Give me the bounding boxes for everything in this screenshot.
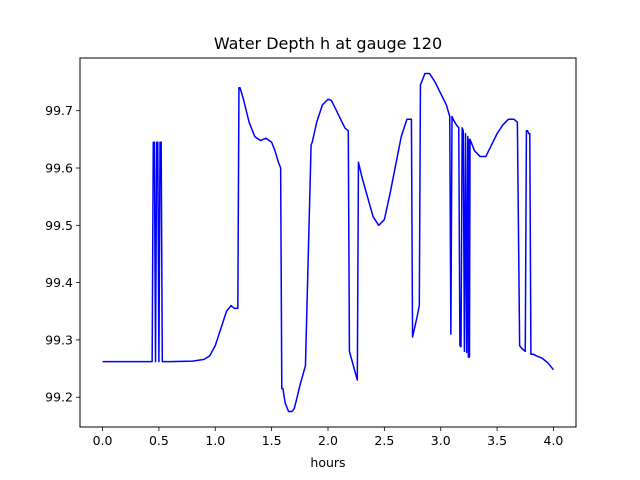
x-tick-label: 0.0 — [93, 433, 113, 448]
plot-area — [102, 72, 555, 413]
x-axis-label: hours — [310, 455, 345, 470]
y-axis: 99.2 99.3 99.4 99.5 99.6 99.7 — [45, 103, 80, 405]
x-tick-label: 0.5 — [149, 433, 169, 448]
x-tick-label: 1.0 — [205, 433, 225, 448]
x-tick-label: 3.0 — [431, 433, 451, 448]
y-tick-label: 99.4 — [45, 275, 73, 290]
y-tick-label: 99.6 — [45, 161, 73, 176]
x-tick-label: 3.5 — [487, 433, 507, 448]
y-tick-label: 99.2 — [45, 390, 73, 405]
series-line-1 — [102, 72, 555, 413]
x-axis: 0.0 0.5 1.0 1.5 2.0 2.5 3.0 3.5 4.0 — [93, 427, 564, 448]
y-tick-label: 99.3 — [45, 332, 73, 347]
y-tick-label: 99.7 — [45, 103, 73, 118]
x-tick-label: 4.0 — [544, 433, 564, 448]
y-tick-label: 99.5 — [45, 218, 73, 233]
x-tick-label: 2.5 — [374, 433, 394, 448]
chart-title: Water Depth h at gauge 120 — [214, 34, 442, 53]
x-tick-label: 1.5 — [262, 433, 282, 448]
x-tick-label: 2.0 — [318, 433, 338, 448]
